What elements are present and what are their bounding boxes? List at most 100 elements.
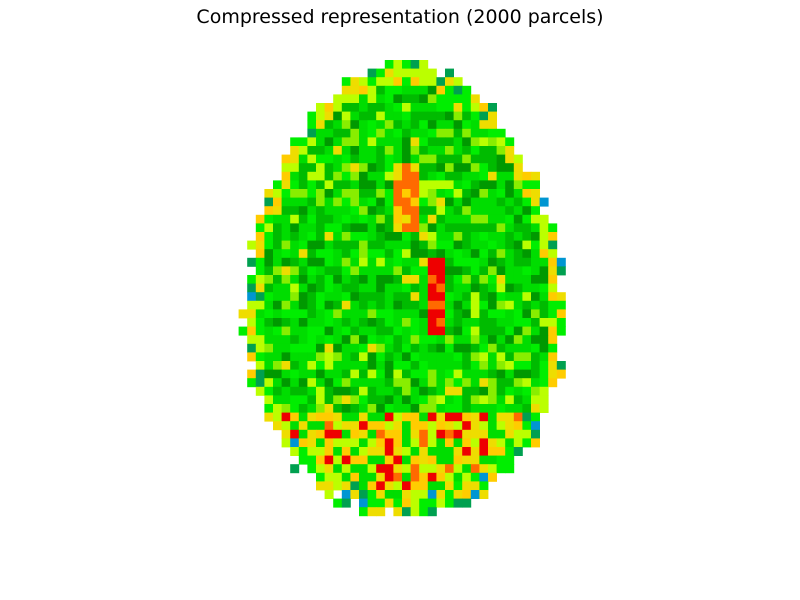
parcel-cell: [453, 361, 463, 370]
parcel-cell: [367, 103, 377, 112]
parcel-cell: [470, 318, 480, 327]
parcel-cell: [324, 137, 334, 147]
parcel-cell: [384, 206, 394, 216]
parcel-cell: [410, 283, 420, 293]
parcel-cell: [359, 438, 368, 448]
parcel-cell: [393, 189, 403, 198]
parcel-cell: [522, 180, 532, 190]
parcel-cell: [505, 232, 515, 241]
parcel-cell: [247, 318, 257, 327]
parcel-cell: [273, 421, 282, 431]
parcel-cell: [359, 85, 368, 95]
parcel-cell: [488, 378, 497, 388]
parcel-cell: [255, 249, 265, 259]
parcel-cell: [341, 249, 351, 259]
parcel-cell: [384, 189, 394, 198]
parcel-cell: [522, 395, 532, 405]
parcel-cell: [359, 490, 368, 499]
parcel-cell: [307, 455, 317, 465]
parcel-cell: [488, 283, 497, 293]
parcel-cell: [281, 386, 291, 396]
parcel-cell: [410, 490, 420, 499]
parcel-cell: [393, 111, 403, 121]
parcel-cell: [384, 352, 394, 362]
parcel-cell: [402, 223, 411, 233]
parcel-cell: [445, 498, 454, 508]
parcel-cell: [445, 120, 454, 130]
parcel-cell: [341, 455, 351, 465]
parcel-cell: [359, 447, 368, 456]
parcel-cell: [350, 318, 360, 327]
parcel-cell: [522, 300, 532, 310]
parcel-cell: [470, 206, 480, 216]
parcel-cell: [350, 335, 360, 345]
parcel-cell: [333, 197, 343, 207]
parcel-cell: [333, 472, 343, 482]
parcel-cell: [350, 275, 360, 284]
parcel-cell: [350, 223, 360, 233]
parcel-cell: [470, 292, 480, 302]
parcel-cell: [359, 171, 368, 181]
parcel-cell: [333, 404, 343, 413]
parcel-cell: [496, 404, 506, 413]
parcel-cell: [393, 103, 403, 112]
parcel-cell: [427, 111, 437, 121]
parcel-cell: [384, 214, 394, 224]
parcel-cell: [470, 429, 480, 439]
parcel-cell: [445, 404, 454, 413]
parcel-cell: [427, 429, 437, 439]
parcel-cell: [496, 154, 506, 164]
parcel-cell: [488, 275, 497, 284]
parcel-cell: [324, 309, 334, 319]
parcel-cell: [264, 240, 274, 250]
parcel-cell: [453, 275, 463, 284]
parcel-cell: [505, 197, 515, 207]
parcel-cell: [316, 275, 325, 284]
parcel-cell: [359, 232, 368, 241]
parcel-cell: [462, 490, 472, 499]
parcel-cell: [359, 189, 368, 198]
parcel-cell: [273, 335, 282, 345]
parcel-cell: [273, 369, 282, 379]
parcel-cell: [376, 223, 386, 233]
parcel-cell: [427, 120, 437, 130]
parcel-cell: [427, 395, 437, 405]
parcel-cell: [264, 395, 274, 405]
parcel-cell: [316, 257, 325, 267]
parcel-cell: [479, 275, 489, 284]
parcel-cell: [273, 189, 282, 198]
parcel-cell: [290, 266, 300, 276]
parcel-cell: [419, 163, 429, 173]
parcel-cell: [427, 223, 437, 233]
parcel-cell: [359, 455, 368, 465]
parcel-cell: [513, 266, 523, 276]
parcel-cell: [410, 447, 420, 456]
parcel-cell: [488, 386, 497, 396]
parcel-cell: [290, 318, 300, 327]
parcel-cell: [324, 249, 334, 259]
parcel-cell: [350, 266, 360, 276]
parcel-cell: [410, 318, 420, 327]
parcel-cell: [341, 120, 351, 130]
parcel-cell: [316, 223, 325, 233]
parcel-cell: [496, 395, 506, 405]
parcel-cell: [462, 361, 472, 370]
parcel-cell: [298, 455, 308, 465]
parcel-cell: [505, 137, 515, 147]
parcel-cell: [453, 154, 463, 164]
parcel-cell: [324, 300, 334, 310]
parcel-cell: [341, 335, 351, 345]
parcel-cell: [341, 283, 351, 293]
parcel-cell: [324, 232, 334, 241]
parcel-cell: [281, 361, 291, 370]
parcel-cell: [513, 326, 523, 336]
parcel-cell: [488, 154, 497, 164]
parcel-cell: [419, 300, 429, 310]
parcel-cell: [505, 300, 515, 310]
parcel-cell: [548, 300, 558, 310]
parcel-cell: [359, 292, 368, 302]
parcel-cell: [367, 395, 377, 405]
parcel-cell: [376, 378, 386, 388]
parcel-cell: [505, 163, 515, 173]
parcel-cell: [298, 395, 308, 405]
